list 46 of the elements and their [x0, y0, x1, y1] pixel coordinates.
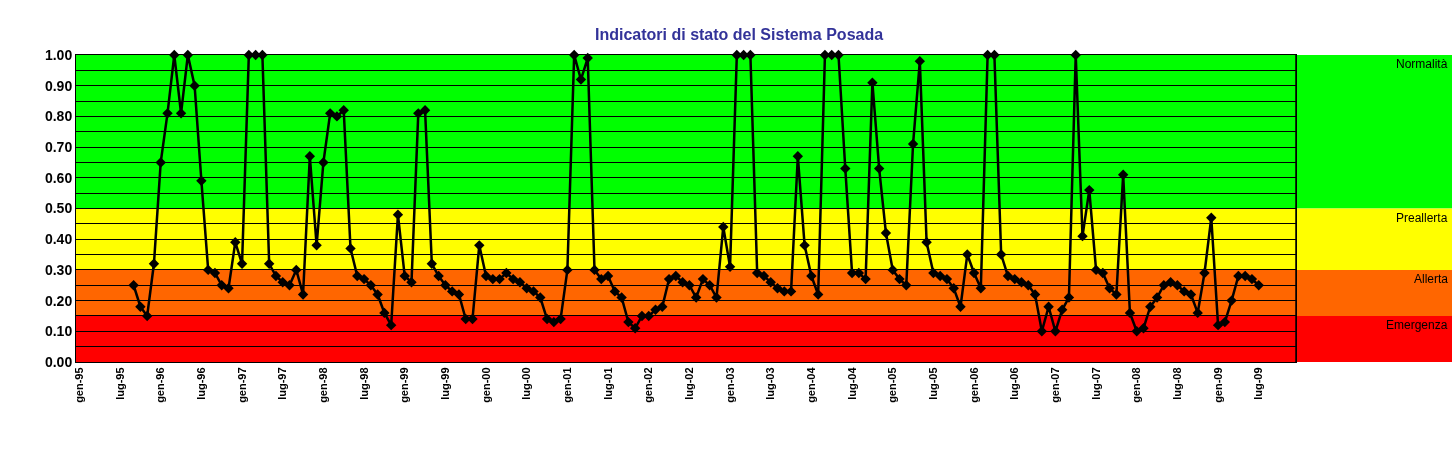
y-tick-label: 0.80	[44, 108, 73, 125]
x-tick-label: gen-05	[886, 367, 899, 403]
x-tick-label: lug-01	[601, 367, 614, 400]
x-tick-label: gen-08	[1130, 367, 1143, 403]
x-tick-label: lug-00	[520, 367, 533, 400]
y-tick-label: 0.50	[44, 200, 73, 217]
x-tick-label: lug-99	[438, 367, 451, 400]
x-tick-label: lug-05	[926, 367, 939, 400]
y-tick-label: 1.00	[44, 46, 73, 63]
x-tick-label: lug-09	[1252, 367, 1265, 400]
x-tick-label: lug-97	[276, 367, 289, 400]
y-tick-label: 0.90	[44, 77, 73, 94]
y-tick-label: 0.20	[44, 292, 73, 309]
x-tick-label: gen-95	[72, 367, 85, 403]
x-tick-label: gen-99	[398, 367, 411, 403]
x-tick-label: lug-04	[845, 366, 858, 400]
x-tick-label: gen-03	[723, 367, 736, 403]
band-label: Emergenza	[1386, 318, 1448, 332]
x-tick-label: gen-04	[804, 366, 817, 403]
x-tick-label: gen-98	[316, 367, 329, 403]
x-tick-label: lug-95	[113, 367, 126, 400]
y-tick-label: 0.70	[44, 139, 73, 155]
x-tick-label: gen-97	[235, 367, 248, 403]
band-label: Allerta	[1414, 272, 1449, 286]
x-tick-label: lug-06	[1008, 367, 1021, 400]
band-label: Normalità	[1396, 57, 1448, 71]
chart-title: Indicatori di stato del Sistema Posada	[595, 25, 884, 43]
x-tick-label: gen-01	[560, 367, 573, 403]
x-tick-label: gen-02	[642, 367, 655, 403]
x-tick-label: lug-03	[764, 367, 777, 400]
y-tick-label: 0.40	[44, 231, 73, 248]
y-tick-label: 0.00	[44, 353, 73, 370]
x-tick-label: lug-08	[1170, 367, 1183, 400]
y-tick-label: 0.30	[44, 261, 73, 278]
x-tick-label: lug-02	[682, 367, 695, 400]
x-tick-label: gen-06	[967, 367, 980, 403]
band-label: Preallerta	[1396, 211, 1448, 225]
x-tick-label: lug-07	[1089, 367, 1102, 400]
x-tick-label: gen-96	[154, 367, 167, 403]
x-tick-label: gen-07	[1048, 367, 1061, 403]
x-tick-label: lug-98	[357, 367, 370, 400]
y-tick-label: 0.10	[44, 323, 73, 340]
x-tick-label: gen-09	[1211, 367, 1224, 403]
x-tick-label: lug-96	[194, 367, 207, 400]
x-tick-label: gen-00	[479, 367, 492, 403]
y-tick-label: 0.60	[44, 169, 73, 186]
